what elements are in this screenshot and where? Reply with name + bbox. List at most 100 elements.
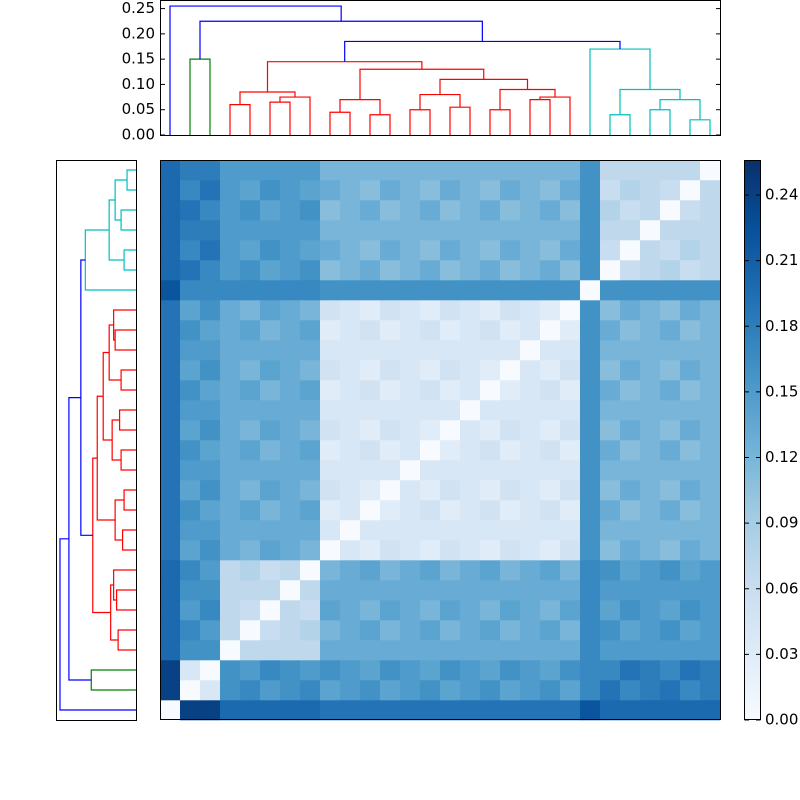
heatmap-cell [680,360,701,381]
heatmap-cell [440,620,461,641]
heatmap-cell [340,680,361,701]
heatmap-cell [520,660,541,681]
heatmap-cell [420,180,441,201]
heatmap-cell [200,200,221,221]
heatmap-cell [560,460,581,481]
heatmap-cell [460,560,481,581]
heatmap-cell [660,320,681,341]
left-dendrogram-link [113,569,136,601]
heatmap-cell [500,480,521,501]
heatmap-cell [240,180,261,201]
heatmap-cell [220,640,241,661]
heatmap-cell [300,300,321,321]
heatmap-cell [660,200,681,221]
heatmap-cell [640,260,661,281]
heatmap-cell [280,600,301,621]
heatmap-cell [460,160,481,181]
heatmap-cell [700,680,721,701]
heatmap-cell [180,360,201,381]
heatmap-cell [580,240,601,261]
heatmap-cell [200,300,221,321]
heatmap-cell [680,640,701,661]
heatmap-cell [540,580,561,601]
heatmap-cell [500,280,521,301]
heatmap-cell [580,360,601,381]
heatmap-cell [600,460,621,481]
heatmap-cell [680,320,701,341]
heatmap-cell [680,380,701,401]
heatmap-cell [600,520,621,541]
heatmap-cell [660,220,681,241]
left-dendrogram-link [123,249,136,271]
heatmap-cell [160,420,181,441]
heatmap-cell [420,340,441,361]
heatmap-cell [220,400,241,421]
left-dendrogram-link [117,629,136,651]
heatmap-cell [580,540,601,561]
heatmap-cell [500,420,521,441]
heatmap-cell [680,660,701,681]
heatmap-cell [460,640,481,661]
heatmap-cell [260,280,281,301]
heatmap-cell [400,360,421,381]
heatmap-cell [540,600,561,621]
heatmap-cell [540,560,561,581]
heatmap-cell [580,260,601,281]
heatmap-cell [460,200,481,221]
left-dendrogram-link [126,169,136,191]
heatmap-cell [440,280,461,301]
heatmap-cell [500,360,521,381]
heatmap-cell [240,700,261,721]
heatmap-cell [640,220,661,241]
heatmap-cell [160,160,181,181]
heatmap-cell [300,380,321,401]
heatmap-cell [700,180,721,201]
heatmap-cell [540,200,561,221]
heatmap-cell [540,240,561,261]
heatmap-cell [220,460,241,481]
heatmap-cell [520,360,541,381]
heatmap-cell [460,680,481,701]
heatmap-cell [700,220,721,241]
heatmap-cell [500,160,521,181]
heatmap-cell [260,320,281,341]
heatmap-cell [560,300,581,321]
heatmap-cell [420,600,441,621]
heatmap-cell [380,400,401,421]
heatmap-cell [520,560,541,581]
heatmap-cell [640,400,661,421]
heatmap-cell [400,540,421,561]
heatmap-cell [280,440,301,461]
heatmap-cell [560,280,581,301]
heatmap-cell [660,540,681,561]
heatmap-cell [260,260,281,281]
heatmap-cell [420,460,441,481]
heatmap-cell [560,380,581,401]
heatmap-cell [640,280,661,301]
colorbar-tick-label: 0.12 [765,448,798,466]
heatmap-cell [260,480,281,501]
heatmap-cell [380,540,401,561]
heatmap-cell [480,660,501,681]
heatmap-cell [200,280,221,301]
left-dendrogram-link [92,457,111,614]
heatmap-cell [620,240,641,261]
heatmap-cell [240,220,261,241]
heatmap-cell [160,240,181,261]
left-dendrogram-link [108,199,125,261]
heatmap-cell [380,380,401,401]
heatmap-cell [380,160,401,181]
heatmap-cell [200,440,221,461]
heatmap-cell [320,420,341,441]
heatmap-cell [240,380,261,401]
top-dendrogram-link [339,99,381,115]
colorbar-tick-label: 0.21 [765,251,798,269]
heatmap-cell [400,600,421,621]
heatmap-cell [480,700,501,721]
heatmap-cell [600,580,621,601]
heatmap-cell [260,440,281,461]
heatmap-cell [180,260,201,281]
heatmap-cell [420,200,441,221]
heatmap-cell [520,320,541,341]
heatmap-cell [280,500,301,521]
